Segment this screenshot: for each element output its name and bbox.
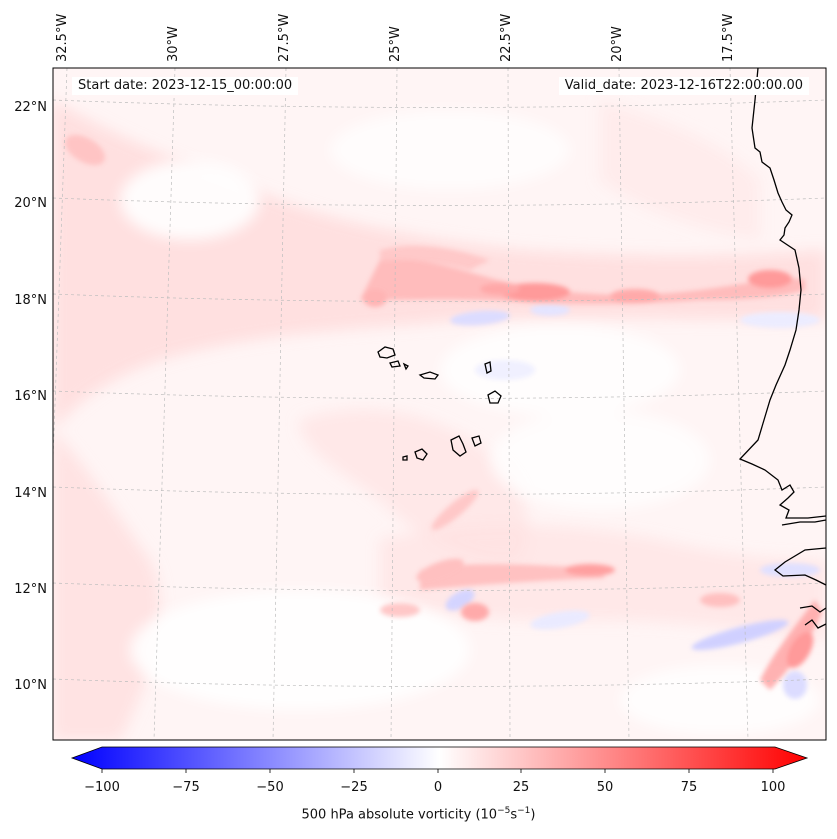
colorbar-tick-label: 50 <box>597 780 614 795</box>
gridlines <box>53 68 826 740</box>
colorbar-label-exp2: −1 <box>517 806 531 816</box>
colorbar-tick-label: −75 <box>172 780 199 795</box>
positive-vorticity-bands <box>65 134 822 690</box>
lon-label: 30°W <box>166 26 181 62</box>
lat-label: 18°N <box>14 293 47 308</box>
lon-label: 25°W <box>388 26 403 62</box>
colorbar-ticks <box>101 769 774 773</box>
colorbar-tick-label: 25 <box>513 780 530 795</box>
colorbar-tick-label: 0 <box>434 780 442 795</box>
cape-verde-islands <box>377 346 502 461</box>
colorbar-tick-label: −100 <box>84 780 120 795</box>
lon-label: 22.5°W <box>499 14 514 62</box>
start-date-annotation: Start date: 2023-12-15_00:00:00 <box>72 77 299 95</box>
valid-date-annotation: Valid_date: 2023-12-16T22:00:00.00 <box>558 77 809 95</box>
lon-label: 27.5°W <box>277 14 292 62</box>
colorbar-body <box>70 746 809 770</box>
latitude-labels: 22°N 20°N 18°N 16°N 14°N 12°N 10°N <box>14 100 47 693</box>
colorbar-tick-label: −50 <box>256 780 283 795</box>
colorbar-tick-label: 100 <box>761 780 786 795</box>
colorbar-label-mid: s <box>510 807 518 823</box>
lon-label: 17.5°W <box>721 14 736 62</box>
lon-label: 32.5°W <box>55 14 70 62</box>
map-area <box>53 68 826 740</box>
colorbar-tick-label: 75 <box>681 780 698 795</box>
coastline <box>738 68 826 629</box>
lat-label: 10°N <box>14 678 47 693</box>
lat-label: 14°N <box>14 486 47 501</box>
colorbar-label-close: ) <box>530 807 536 823</box>
lat-label: 12°N <box>14 582 47 597</box>
lat-label: 20°N <box>14 196 47 211</box>
colorbar: −100 −75 −50 −25 0 25 50 75 100 <box>70 746 809 795</box>
colorbar-label-exp1: −5 <box>497 806 511 816</box>
map-frame <box>52 67 827 741</box>
colorbar-label: 500 hPa absolute vorticity (10−5s−1) <box>0 806 837 822</box>
lat-label: 22°N <box>14 100 47 115</box>
colorbar-tick-label: −25 <box>340 780 367 795</box>
colorbar-label-text: 500 hPa absolute vorticity (10 <box>301 807 498 823</box>
lon-label: 20°W <box>610 26 625 62</box>
vorticity-field-low <box>120 110 820 735</box>
lat-label: 16°N <box>14 389 47 404</box>
longitude-labels: 32.5°W 30°W 27.5°W 25°W 22.5°W 20°W 17.5… <box>55 14 736 62</box>
